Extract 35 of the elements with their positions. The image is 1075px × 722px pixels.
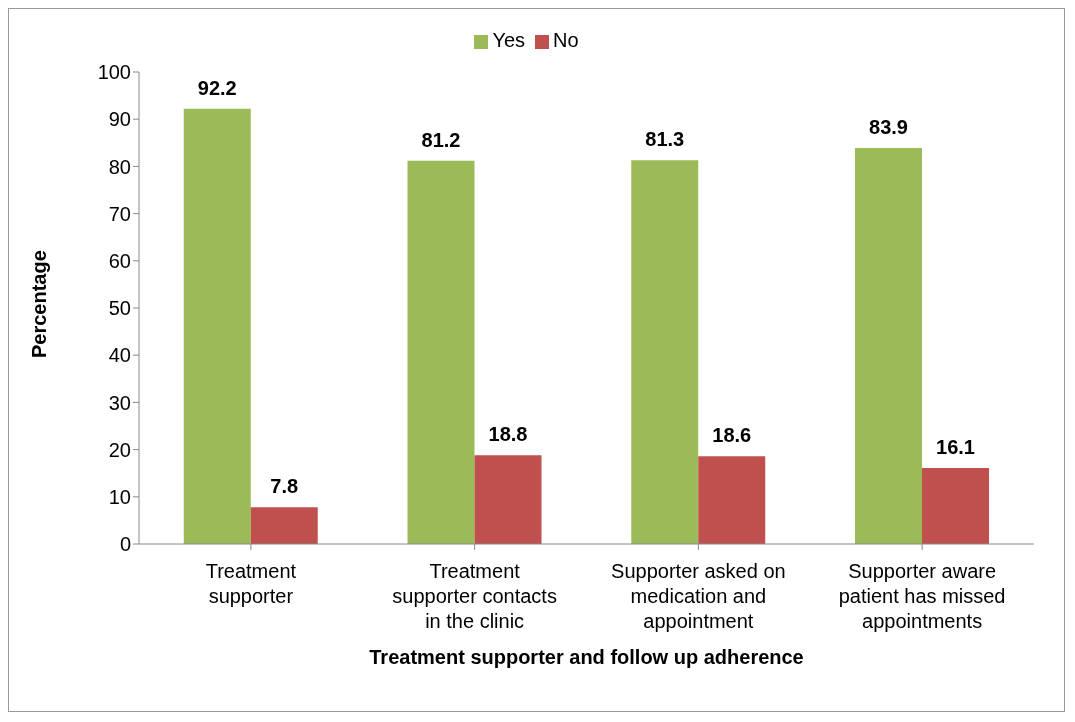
y-tick-label: 10 bbox=[108, 485, 131, 508]
data-label: 7.8 bbox=[270, 475, 299, 498]
data-label: 92.2 bbox=[197, 76, 237, 99]
y-tick-label: 50 bbox=[108, 297, 131, 320]
x-tick-label: Treatment supporter contacts in the clinic bbox=[392, 560, 557, 632]
legend-label: No bbox=[553, 29, 579, 51]
y-axis-title: Percentage bbox=[28, 250, 51, 358]
x-tick-label: Treatment supporter bbox=[205, 560, 297, 607]
y-tick-label: 40 bbox=[108, 344, 131, 367]
data-label: 18.8 bbox=[488, 423, 528, 446]
y-tick-label: 20 bbox=[108, 438, 131, 461]
data-label: 81.3 bbox=[645, 128, 685, 151]
y-tick-label: 0 bbox=[119, 533, 131, 556]
y-tick-label: 80 bbox=[108, 155, 131, 178]
bar bbox=[698, 456, 766, 544]
y-tick-label: 60 bbox=[108, 249, 131, 272]
x-tick-label: Supporter aware patient has missed appointments bbox=[838, 560, 1006, 632]
bar bbox=[922, 468, 989, 544]
x-tick-label: Supporter asked on medication and appointment bbox=[611, 560, 786, 632]
data-label: 16.1 bbox=[936, 436, 975, 459]
bar bbox=[183, 108, 251, 544]
data-label: 83.9 bbox=[869, 115, 908, 138]
legend-label: Yes bbox=[492, 29, 526, 51]
bar bbox=[250, 507, 318, 544]
y-tick-label: 70 bbox=[108, 202, 131, 225]
bar bbox=[855, 147, 922, 544]
y-tick-label: 100 bbox=[97, 61, 131, 84]
y-tick-label: 30 bbox=[108, 391, 131, 414]
bar bbox=[631, 160, 699, 544]
bar bbox=[474, 455, 542, 544]
data-label: 81.2 bbox=[421, 128, 461, 151]
data-label: 18.6 bbox=[712, 424, 752, 447]
bar bbox=[407, 160, 475, 544]
x-axis-title: Treatment supporter and follow up adherence bbox=[369, 646, 804, 668]
y-tick-label: 90 bbox=[108, 108, 131, 131]
